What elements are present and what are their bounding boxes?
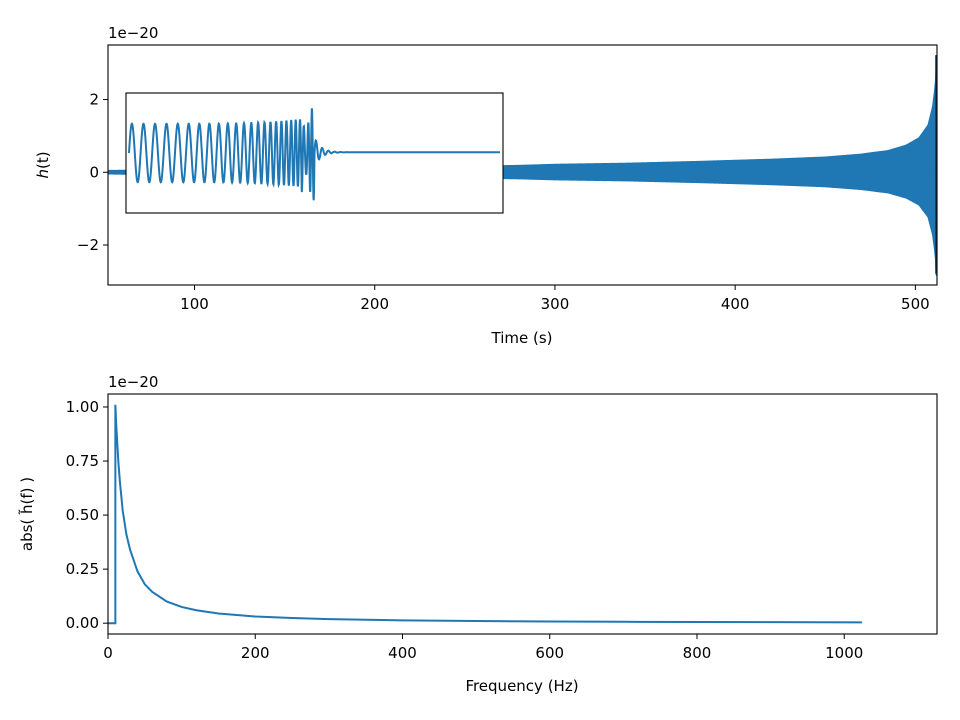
top-offset-text: 1e−20 [108,24,158,42]
bottom-x-ticks: 0 200 400 600 800 1000 [103,634,863,662]
top-x-tick-label: 500 [901,295,930,313]
bottom-y-tick-label: 1.00 [66,398,99,416]
zoom-inset [125,92,504,214]
frequency-domain-plot: 1e−20 0.00 0.25 0.50 0.75 1.00 0 200 400 600 800… [17,373,938,695]
bottom-y-tick-label: 0.50 [66,506,99,524]
time-domain-plot: 1e−20 −2 0 2 100 200 300 400 500 Time (s) h(t) [34,24,938,347]
bottom-y-axis-label: abs( h̃(f) ) [17,477,36,551]
bottom-x-axis-label: Frequency (Hz) [465,677,578,695]
bottom-x-tick-label: 200 [241,644,270,662]
top-x-tick-label: 200 [360,295,389,313]
top-y-axis-label-arg: (t) [34,151,52,169]
bottom-x-tick-label: 600 [535,644,564,662]
bottom-axes-frame [107,393,938,635]
bottom-y-tick-label: 0.00 [66,614,99,632]
spectrum-series-line [108,404,862,625]
bottom-offset-text: 1e−20 [108,373,158,391]
bottom-x-tick-label: 800 [683,644,712,662]
bottom-x-tick-label: 1000 [825,644,863,662]
bottom-x-tick-label: 400 [388,644,417,662]
top-y-tick-label: 0 [89,163,99,181]
top-y-tick-label: −2 [77,236,99,254]
bottom-x-tick-label: 0 [103,644,113,662]
top-x-tick-label: 400 [721,295,750,313]
top-y-ticks: −2 0 2 [77,91,108,254]
top-y-axis-label-main: h [34,169,52,179]
inset-frame [125,92,504,214]
top-x-tick-label: 100 [180,295,209,313]
top-x-tick-label: 300 [541,295,570,313]
top-axes-frame [107,44,938,286]
top-y-axis-label: h(t) [34,151,52,178]
top-x-axis-label: Time (s) [491,329,553,347]
top-y-tick-label: 2 [89,91,99,109]
bottom-y-ticks: 0.00 0.25 0.50 0.75 1.00 [66,398,108,632]
bottom-y-tick-label: 0.25 [66,560,99,578]
bottom-y-tick-label: 0.75 [66,452,99,470]
top-x-ticks: 100 200 300 400 500 [180,285,930,313]
inset-waveform-line [128,108,500,201]
